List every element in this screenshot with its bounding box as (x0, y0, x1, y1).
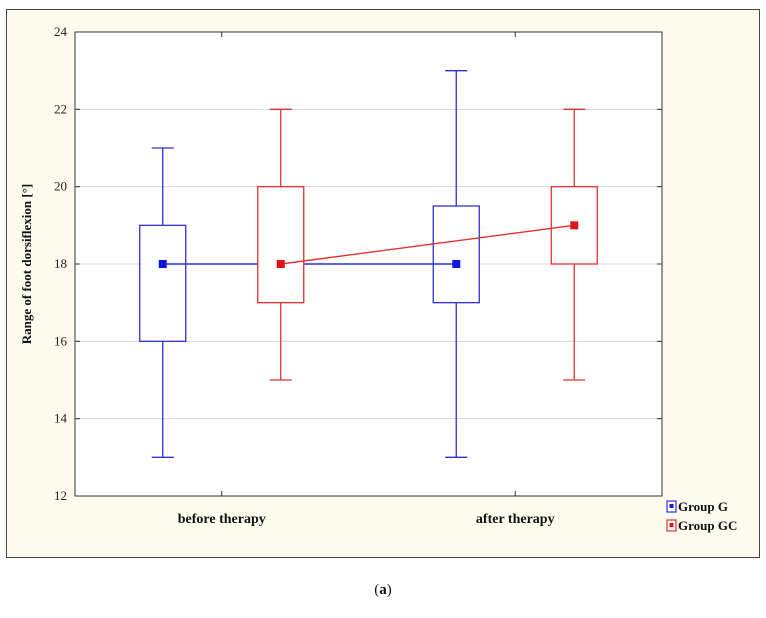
chart-frame: 12 14 16 18 20 22 24 before therapy after thera… (6, 9, 760, 558)
series-layer (139, 70, 598, 458)
caption-letter: a (379, 582, 387, 598)
x-category-label: after therapy (476, 512, 555, 527)
box (139, 224, 187, 342)
boxplot-chart: 12 14 16 18 20 22 24 before therapy after thera… (19, 24, 737, 533)
legend-swatch-marker (669, 504, 674, 508)
series-0 (139, 70, 480, 458)
caption-close: ) (386, 582, 392, 598)
y-tick-label: 22 (54, 101, 67, 116)
y-tick-label: 18 (54, 256, 67, 271)
median-line (280, 224, 575, 265)
y-tick-label: 12 (54, 488, 67, 503)
legend-swatch-marker (669, 523, 674, 527)
median-marker (276, 260, 285, 268)
box (432, 205, 480, 304)
y-tick-label: 16 (54, 333, 68, 348)
median-marker (158, 260, 167, 268)
legend: Group G Group GC (666, 499, 737, 533)
box (257, 186, 305, 304)
legend-label: Group G (678, 499, 728, 514)
caption-open: ( (374, 582, 380, 598)
x-category-label: before therapy (178, 512, 266, 527)
y-axis: 12 14 16 18 20 22 24 (54, 24, 662, 503)
y-tick-label: 14 (54, 411, 68, 426)
median-marker (452, 260, 461, 268)
x-axis: before therapy after therapy (178, 32, 555, 527)
legend-label: Group GC (678, 518, 737, 533)
median-marker (570, 221, 579, 230)
y-tick-label: 20 (54, 179, 67, 194)
y-axis-label: Range of foot dorsiflexion [°] (19, 184, 34, 344)
series-1 (257, 108, 598, 381)
y-tick-label: 24 (54, 24, 68, 39)
figure-caption: (a) (0, 582, 766, 599)
